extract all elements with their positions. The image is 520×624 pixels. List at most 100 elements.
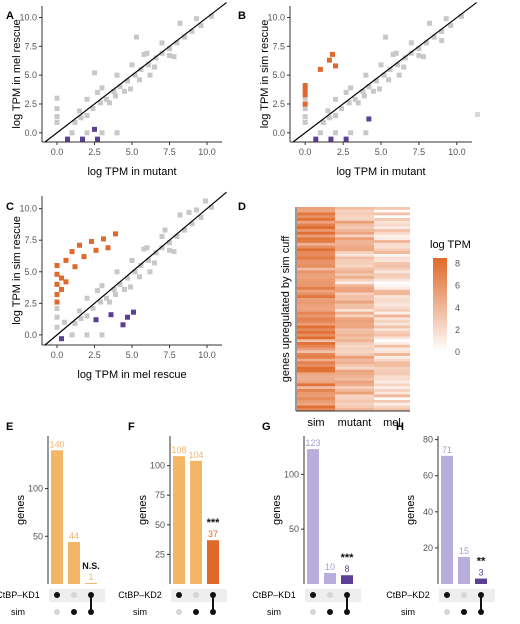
legend-tick-label-d: 0 bbox=[455, 347, 460, 357]
heatmap-cell-mutant bbox=[335, 289, 374, 293]
point-grey-c bbox=[141, 246, 147, 252]
point-grey-a bbox=[209, 13, 214, 19]
point-grey-b bbox=[360, 88, 366, 94]
heatmap-cell-mutant bbox=[335, 355, 374, 360]
matrix-dot-g bbox=[344, 609, 350, 615]
heatmap-cell-mutant bbox=[335, 303, 374, 307]
heatmap-cell-sim bbox=[297, 388, 335, 393]
y-tick-label-e: 100 bbox=[28, 484, 43, 494]
heatmap-cell-mutant bbox=[335, 273, 374, 277]
matrix-dot-g bbox=[310, 609, 316, 615]
heatmap-cell-sim bbox=[297, 342, 335, 346]
point-grey-b bbox=[302, 114, 308, 120]
point-grey-c bbox=[95, 288, 100, 294]
point-grey-c bbox=[99, 332, 105, 338]
heatmap-cell-sim bbox=[297, 251, 335, 255]
point-grey-b bbox=[333, 130, 338, 136]
heatmap-cell-sim bbox=[297, 399, 335, 404]
heatmap-cell-mutant bbox=[335, 226, 374, 230]
heatmap-cell-mutant bbox=[335, 377, 374, 382]
heatmap-cell-mel bbox=[374, 226, 410, 230]
point-grey-c bbox=[125, 275, 130, 281]
heatmap-cell-sim bbox=[297, 353, 335, 357]
y-tick-label-h: 40 bbox=[423, 507, 433, 517]
heatmap-cell-mel bbox=[374, 275, 410, 280]
heatmap-cell-sim bbox=[297, 284, 335, 288]
point-grey-b bbox=[381, 72, 387, 78]
heatmap-cell-mel bbox=[374, 237, 410, 241]
legend-tick-label-d: 4 bbox=[455, 303, 460, 313]
y-tick-label-g: 100 bbox=[284, 469, 299, 479]
point-grey-a bbox=[54, 119, 60, 125]
heatmap-cell-sim bbox=[297, 336, 335, 340]
heatmap-cell-mel bbox=[374, 242, 410, 246]
point-grey-a bbox=[147, 72, 153, 78]
y-axis-label-d: genes upregulated by sim cuff bbox=[280, 235, 292, 382]
bar-g bbox=[307, 449, 319, 584]
heatmap-cell-sim bbox=[297, 270, 335, 274]
point-grey-b bbox=[348, 130, 354, 136]
point-grey-a bbox=[137, 77, 142, 83]
heatmap-cell-sim bbox=[297, 292, 335, 296]
point-grey-a bbox=[84, 130, 90, 136]
heatmap-cell-sim bbox=[297, 229, 335, 233]
point-orange-b bbox=[317, 66, 323, 72]
heatmap-cell-sim bbox=[297, 240, 335, 244]
heatmap-cell-mel bbox=[374, 281, 410, 285]
x-tick-label-d: sim bbox=[307, 417, 324, 429]
point-grey-c bbox=[54, 324, 60, 330]
x-tick-label-a: 2.5 bbox=[88, 147, 101, 157]
heatmap-cell-mutant bbox=[335, 325, 374, 329]
point-grey-a bbox=[84, 112, 90, 118]
heatmap-cell-sim bbox=[297, 328, 335, 332]
x-tick-label-c: 2.5 bbox=[88, 350, 101, 360]
heatmap-cell-mutant bbox=[335, 220, 374, 224]
point-grey-b bbox=[390, 51, 396, 57]
point-grey-c bbox=[84, 313, 90, 319]
point-grey-c bbox=[144, 245, 150, 251]
point-orange-c bbox=[105, 245, 111, 251]
matrix-dot-f bbox=[210, 609, 216, 615]
heatmap-cell-mel bbox=[374, 231, 410, 235]
point-grey-c bbox=[152, 260, 157, 266]
matrix-dot-e bbox=[71, 592, 77, 598]
point-grey-c bbox=[162, 227, 168, 233]
y-tick-label-f: 50 bbox=[155, 520, 165, 530]
heatmap-cell-mel bbox=[374, 264, 410, 269]
heatmap-cell-sim bbox=[297, 295, 335, 299]
matrix-dot-g bbox=[327, 609, 333, 615]
x-tick-label-b: 7.5 bbox=[413, 147, 426, 157]
point-grey-c bbox=[54, 305, 60, 311]
point-grey-a bbox=[174, 40, 180, 46]
x-tick-label-b: 5.0 bbox=[375, 147, 388, 157]
heatmap-cell-sim bbox=[297, 281, 335, 285]
point-grey-c bbox=[107, 299, 112, 305]
heatmap-cell-sim bbox=[297, 383, 335, 387]
point-purple-c bbox=[59, 336, 64, 342]
heatmap-cell-sim bbox=[297, 369, 335, 373]
point-grey-a bbox=[132, 72, 138, 78]
matrix-dot-h bbox=[444, 609, 450, 615]
heatmap-cell-sim bbox=[297, 331, 335, 335]
point-grey-b bbox=[416, 46, 422, 52]
heatmap-cell-sim bbox=[297, 306, 335, 310]
point-grey-b bbox=[448, 23, 454, 29]
matrix-dot-g bbox=[344, 592, 350, 598]
heatmap-cell-sim bbox=[297, 325, 335, 329]
heatmap-cell-mel bbox=[374, 292, 410, 296]
point-orange-b bbox=[326, 57, 332, 63]
heatmap-cell-sim bbox=[297, 333, 335, 337]
heatmap-cell-mel bbox=[374, 358, 410, 362]
data-label-f: 104 bbox=[188, 450, 203, 460]
point-grey-b bbox=[386, 77, 392, 83]
bar-f bbox=[173, 456, 185, 584]
heatmap-cell-mutant bbox=[335, 284, 374, 288]
heatmap-cell-mel bbox=[374, 270, 410, 274]
point-orange-b bbox=[302, 83, 308, 89]
point-orange-b bbox=[329, 51, 335, 57]
y-tick-label-c: 2.5 bbox=[24, 298, 37, 308]
heatmap-cell-sim bbox=[297, 297, 335, 302]
heatmap-cell-mutant bbox=[335, 248, 374, 252]
point-grey-b bbox=[333, 96, 338, 102]
